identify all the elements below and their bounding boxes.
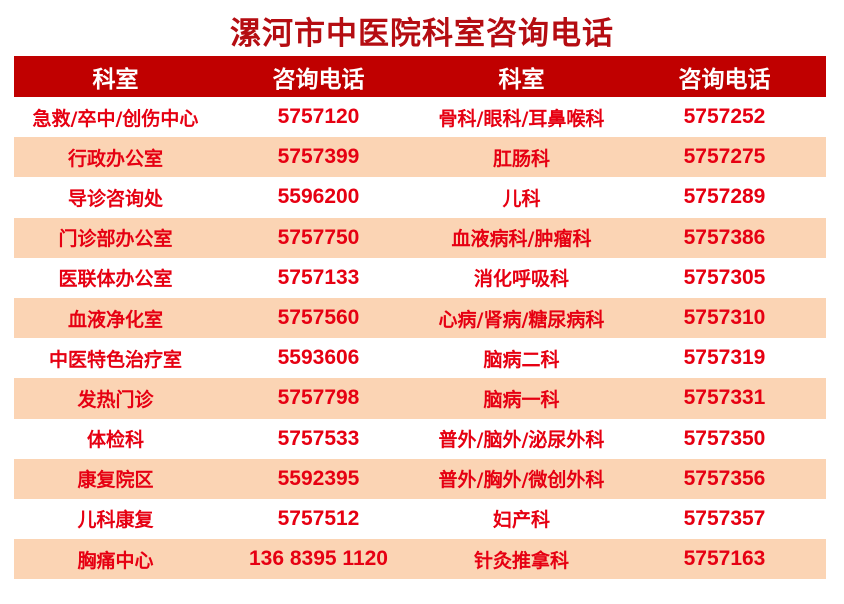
phone-number: 5757533 — [277, 426, 360, 450]
phone-number: 5757133 — [277, 265, 360, 289]
header-phone: 咨询电话 — [217, 56, 420, 97]
phone-number: 5757512 — [277, 506, 360, 530]
department-name: 肛肠科 — [420, 137, 623, 178]
phone-number: 5757750 — [217, 217, 420, 258]
table-row: 行政办公室 5757399 肛肠科 5757275 — [14, 137, 826, 178]
table-row: 体检科 5757533 普外/脑外/泌尿外科 5757350 — [14, 419, 826, 459]
phone-number: 5757305 — [683, 265, 766, 289]
department-name: 中医特色治疗室 — [48, 348, 182, 371]
department-phone-table: 科室 咨询电话 科室 咨询电话 急救/卒中/创伤中心 5757120 骨科/眼科/耳… — [14, 56, 826, 580]
table-row: 血液净化室 5757560 心病/肾病/糖尿病科 5757310 — [14, 297, 826, 339]
table-row: 康复院区 5592395 普外/胸外/微创外科 5757356 — [14, 458, 826, 499]
table-row: 急救/卒中/创伤中心 5757120 骨科/眼科/耳鼻喉科 5757252 — [14, 97, 826, 137]
table-row: 导诊咨询处 5596200 儿科 5757289 — [14, 177, 826, 217]
table-row: 儿科康复 5757512 妇产科 5757357 — [14, 499, 826, 539]
phone-number: 5757252 — [683, 105, 766, 129]
phone-number: 5757386 — [623, 217, 826, 258]
department-name: 脑病二科 — [483, 348, 560, 371]
table-row: 胸痛中心 136 8395 1120 针灸推拿科 5757163 — [14, 539, 826, 580]
department-name: 门诊部办公室 — [14, 217, 217, 258]
department-name: 消化呼吸科 — [473, 268, 569, 291]
department-name: 心病/肾病/糖尿病科 — [420, 297, 623, 339]
phone-number: 5596200 — [277, 185, 360, 209]
department-name: 儿科 — [502, 187, 541, 210]
department-name: 血液病科/肿瘤科 — [420, 217, 623, 258]
table-header-row: 科室 咨询电话 科室 咨询电话 — [14, 56, 826, 97]
phone-number: 5757275 — [623, 137, 826, 178]
department-name: 儿科康复 — [77, 509, 154, 532]
phone-number: 5757356 — [623, 458, 826, 499]
department-name: 体检科 — [86, 429, 144, 452]
department-name: 骨科/眼科/耳鼻喉科 — [438, 107, 605, 130]
phone-number: 5757310 — [623, 297, 826, 339]
phone-number: 5757560 — [217, 297, 420, 339]
phone-number: 5757357 — [683, 506, 766, 530]
phone-number: 5757289 — [683, 185, 766, 209]
header-phone: 咨询电话 — [623, 56, 826, 97]
header-department: 科室 — [420, 56, 623, 97]
department-name: 康复院区 — [14, 458, 217, 499]
phone-number: 5592395 — [217, 458, 420, 499]
phone-number: 5757798 — [217, 378, 420, 419]
department-name: 脑病一科 — [420, 378, 623, 419]
table-row: 中医特色治疗室 5593606 脑病二科 5757319 — [14, 338, 826, 378]
table-row: 医联体办公室 5757133 消化呼吸科 5757305 — [14, 258, 826, 298]
table-row: 发热门诊 5757798 脑病一科 5757331 — [14, 378, 826, 419]
department-name: 行政办公室 — [14, 137, 217, 178]
page-title: 漯河市中医院科室咨询电话 — [230, 16, 614, 52]
department-name: 普外/脑外/泌尿外科 — [438, 429, 605, 452]
department-name: 急救/卒中/创伤中心 — [32, 107, 199, 130]
phone-number: 5757331 — [623, 378, 826, 419]
department-name: 血液净化室 — [14, 297, 217, 339]
department-name: 普外/胸外/微创外科 — [420, 458, 623, 499]
department-name: 胸痛中心 — [14, 539, 217, 580]
phone-number: 5757350 — [683, 426, 766, 450]
department-name: 医联体办公室 — [58, 268, 173, 291]
phone-number: 5593606 — [277, 346, 360, 370]
department-name: 发热门诊 — [14, 378, 217, 419]
department-name: 导诊咨询处 — [67, 187, 163, 210]
phone-number: 5757120 — [277, 105, 360, 129]
phone-number: 136 8395 1120 — [217, 539, 420, 580]
header-department: 科室 — [14, 56, 217, 97]
phone-number: 5757399 — [217, 137, 420, 178]
phone-number: 5757163 — [623, 539, 826, 580]
department-name: 妇产科 — [492, 509, 550, 532]
table-row: 门诊部办公室 5757750 血液病科/肿瘤科 5757386 — [14, 217, 826, 258]
department-name: 针灸推拿科 — [420, 539, 623, 580]
phone-number: 5757319 — [683, 346, 766, 370]
